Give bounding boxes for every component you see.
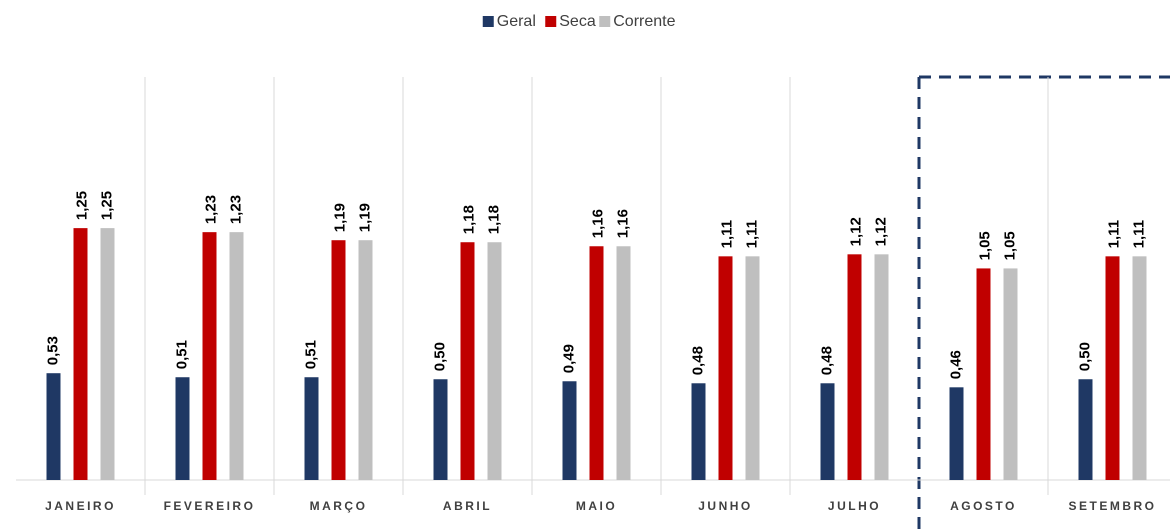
data-label: 0,48 (818, 346, 835, 375)
bar (1003, 268, 1018, 480)
bar (358, 240, 373, 480)
data-label: 1,05 (976, 231, 993, 260)
data-label: 0,49 (560, 344, 577, 373)
bar (976, 268, 991, 480)
bar (100, 228, 115, 480)
bar (304, 377, 319, 480)
bar (949, 387, 964, 480)
bar (718, 256, 733, 480)
data-label: 0,51 (302, 340, 319, 369)
bar (589, 246, 604, 480)
bar (820, 383, 835, 480)
bar (229, 232, 244, 480)
x-tick-label: JUNHO (698, 499, 753, 513)
legend-label: Seca (559, 13, 596, 30)
data-label: 0,50 (1076, 342, 1093, 371)
legend-label: Geral (497, 13, 536, 30)
bar (874, 254, 889, 480)
legend-swatch (545, 16, 557, 27)
bar (73, 228, 88, 480)
x-tick-label: FEVEREIRO (164, 499, 256, 513)
data-label: 1,16 (614, 209, 631, 238)
x-tick-label: AGOSTO (950, 499, 1017, 513)
data-label: 1,12 (847, 217, 864, 246)
data-label: 0,53 (44, 336, 61, 365)
data-label: 1,25 (98, 191, 115, 220)
bar (487, 242, 502, 480)
data-label: 1,11 (1130, 220, 1147, 248)
bar (202, 232, 217, 480)
data-label: 1,23 (227, 195, 244, 224)
data-label: 1,11 (718, 220, 735, 248)
data-label: 1,19 (331, 203, 348, 232)
bar (616, 246, 631, 480)
data-label: 1,11 (1105, 220, 1122, 248)
data-label: 0,48 (689, 346, 706, 375)
data-label: 1,12 (872, 217, 889, 246)
data-label: 1,18 (485, 205, 502, 234)
bar (1132, 256, 1147, 480)
bar (433, 379, 448, 480)
data-label: 0,50 (431, 342, 448, 371)
x-tick-label: SETEMBRO (1068, 499, 1156, 513)
x-tick-label: JULHO (828, 499, 881, 513)
bar (1105, 256, 1120, 480)
data-label: 1,19 (356, 203, 373, 232)
legend-swatch (599, 16, 611, 27)
bar (460, 242, 475, 480)
x-tick-label: MARÇO (310, 499, 368, 513)
bar (691, 383, 706, 480)
x-tick-label: ABRIL (443, 499, 492, 513)
data-label: 0,51 (173, 340, 190, 369)
legend-label: Corrente (613, 13, 675, 30)
data-label: 1,16 (589, 209, 606, 238)
bar (1078, 379, 1093, 480)
bar (175, 377, 190, 480)
data-label: 0,46 (947, 350, 964, 379)
bar (46, 373, 61, 480)
data-label: 1,25 (73, 191, 90, 220)
data-label: 1,23 (202, 195, 219, 224)
bar (331, 240, 346, 480)
bar (745, 256, 760, 480)
bar (847, 254, 862, 480)
data-label: 1,05 (1001, 231, 1018, 260)
x-tick-label: MAIO (576, 499, 617, 513)
data-label: 1,18 (460, 205, 477, 234)
bar (562, 381, 577, 480)
legend-swatch (482, 16, 494, 27)
data-label: 1,11 (743, 220, 760, 248)
x-tick-label: JANEIRO (45, 499, 116, 513)
